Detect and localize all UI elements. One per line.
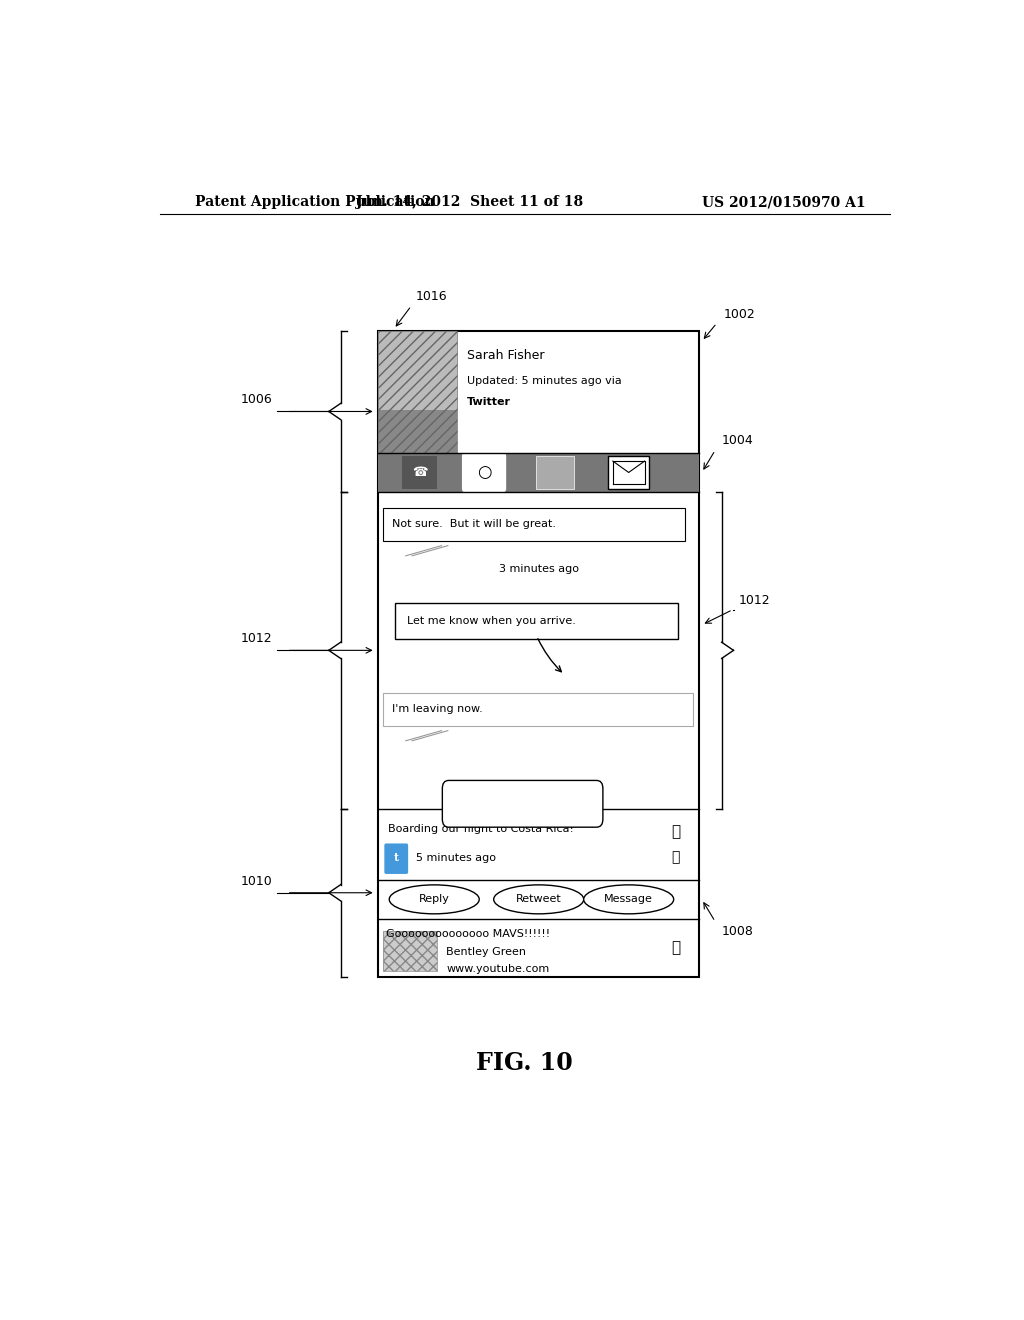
Text: Bentley Green: Bentley Green: [446, 948, 526, 957]
Text: www.youtube.com: www.youtube.com: [446, 965, 550, 974]
Text: ○: ○: [477, 463, 492, 482]
Text: US 2012/0150970 A1: US 2012/0150970 A1: [702, 195, 866, 209]
Text: 1008: 1008: [722, 925, 754, 937]
Text: I'm leaving now.: I'm leaving now.: [392, 705, 483, 714]
Bar: [383, 931, 436, 970]
Text: 1012: 1012: [241, 632, 272, 645]
Text: 3 minutes ago: 3 minutes ago: [499, 564, 579, 574]
Text: t: t: [393, 853, 398, 863]
Text: 🐡: 🐡: [671, 824, 680, 838]
Bar: [402, 457, 437, 488]
Text: Not sure.  But it will be great.: Not sure. But it will be great.: [392, 519, 556, 529]
FancyBboxPatch shape: [463, 453, 506, 492]
Text: 🐡: 🐡: [671, 940, 680, 956]
Text: Twitter: Twitter: [467, 397, 511, 408]
Text: 1004: 1004: [722, 434, 754, 447]
Bar: [608, 457, 649, 488]
Bar: [378, 331, 458, 453]
Text: FIG. 10: FIG. 10: [476, 1051, 573, 1074]
Text: Reply: Reply: [419, 895, 450, 904]
Bar: [536, 457, 573, 488]
FancyBboxPatch shape: [442, 780, 603, 828]
Text: Goooooooooooooo MAVS!!!!!!: Goooooooooooooo MAVS!!!!!!: [386, 929, 550, 939]
Text: 🐡: 🐡: [672, 850, 680, 865]
Text: 1010: 1010: [241, 875, 272, 887]
Text: 5 minutes ago: 5 minutes ago: [416, 853, 496, 863]
Text: 1002: 1002: [723, 308, 755, 321]
Text: Message: Message: [604, 895, 653, 904]
Text: Patent Application Publication: Patent Application Publication: [196, 195, 435, 209]
Text: 1016: 1016: [416, 289, 446, 302]
Text: 1012: 1012: [739, 594, 771, 607]
Bar: [378, 453, 699, 492]
Ellipse shape: [584, 884, 674, 913]
Ellipse shape: [494, 884, 584, 913]
Text: Retweet: Retweet: [516, 895, 561, 904]
Bar: [378, 331, 458, 453]
Bar: [383, 931, 436, 970]
Bar: [378, 411, 458, 453]
Text: Let me know when you arrive.: Let me know when you arrive.: [408, 616, 577, 626]
FancyBboxPatch shape: [395, 602, 678, 639]
Ellipse shape: [389, 884, 479, 913]
Text: 1006: 1006: [241, 393, 272, 407]
Text: Sarah Fisher: Sarah Fisher: [467, 350, 545, 363]
Text: ☎: ☎: [412, 466, 428, 479]
FancyBboxPatch shape: [383, 508, 685, 541]
Text: Jun. 14, 2012  Sheet 11 of 18: Jun. 14, 2012 Sheet 11 of 18: [355, 195, 583, 209]
FancyBboxPatch shape: [383, 693, 693, 726]
FancyBboxPatch shape: [384, 843, 409, 874]
Text: Updated: 5 minutes ago via: Updated: 5 minutes ago via: [467, 376, 622, 385]
Text: Boarding our flight to Costa Rica!: Boarding our flight to Costa Rica!: [387, 824, 573, 834]
Bar: [378, 331, 699, 977]
